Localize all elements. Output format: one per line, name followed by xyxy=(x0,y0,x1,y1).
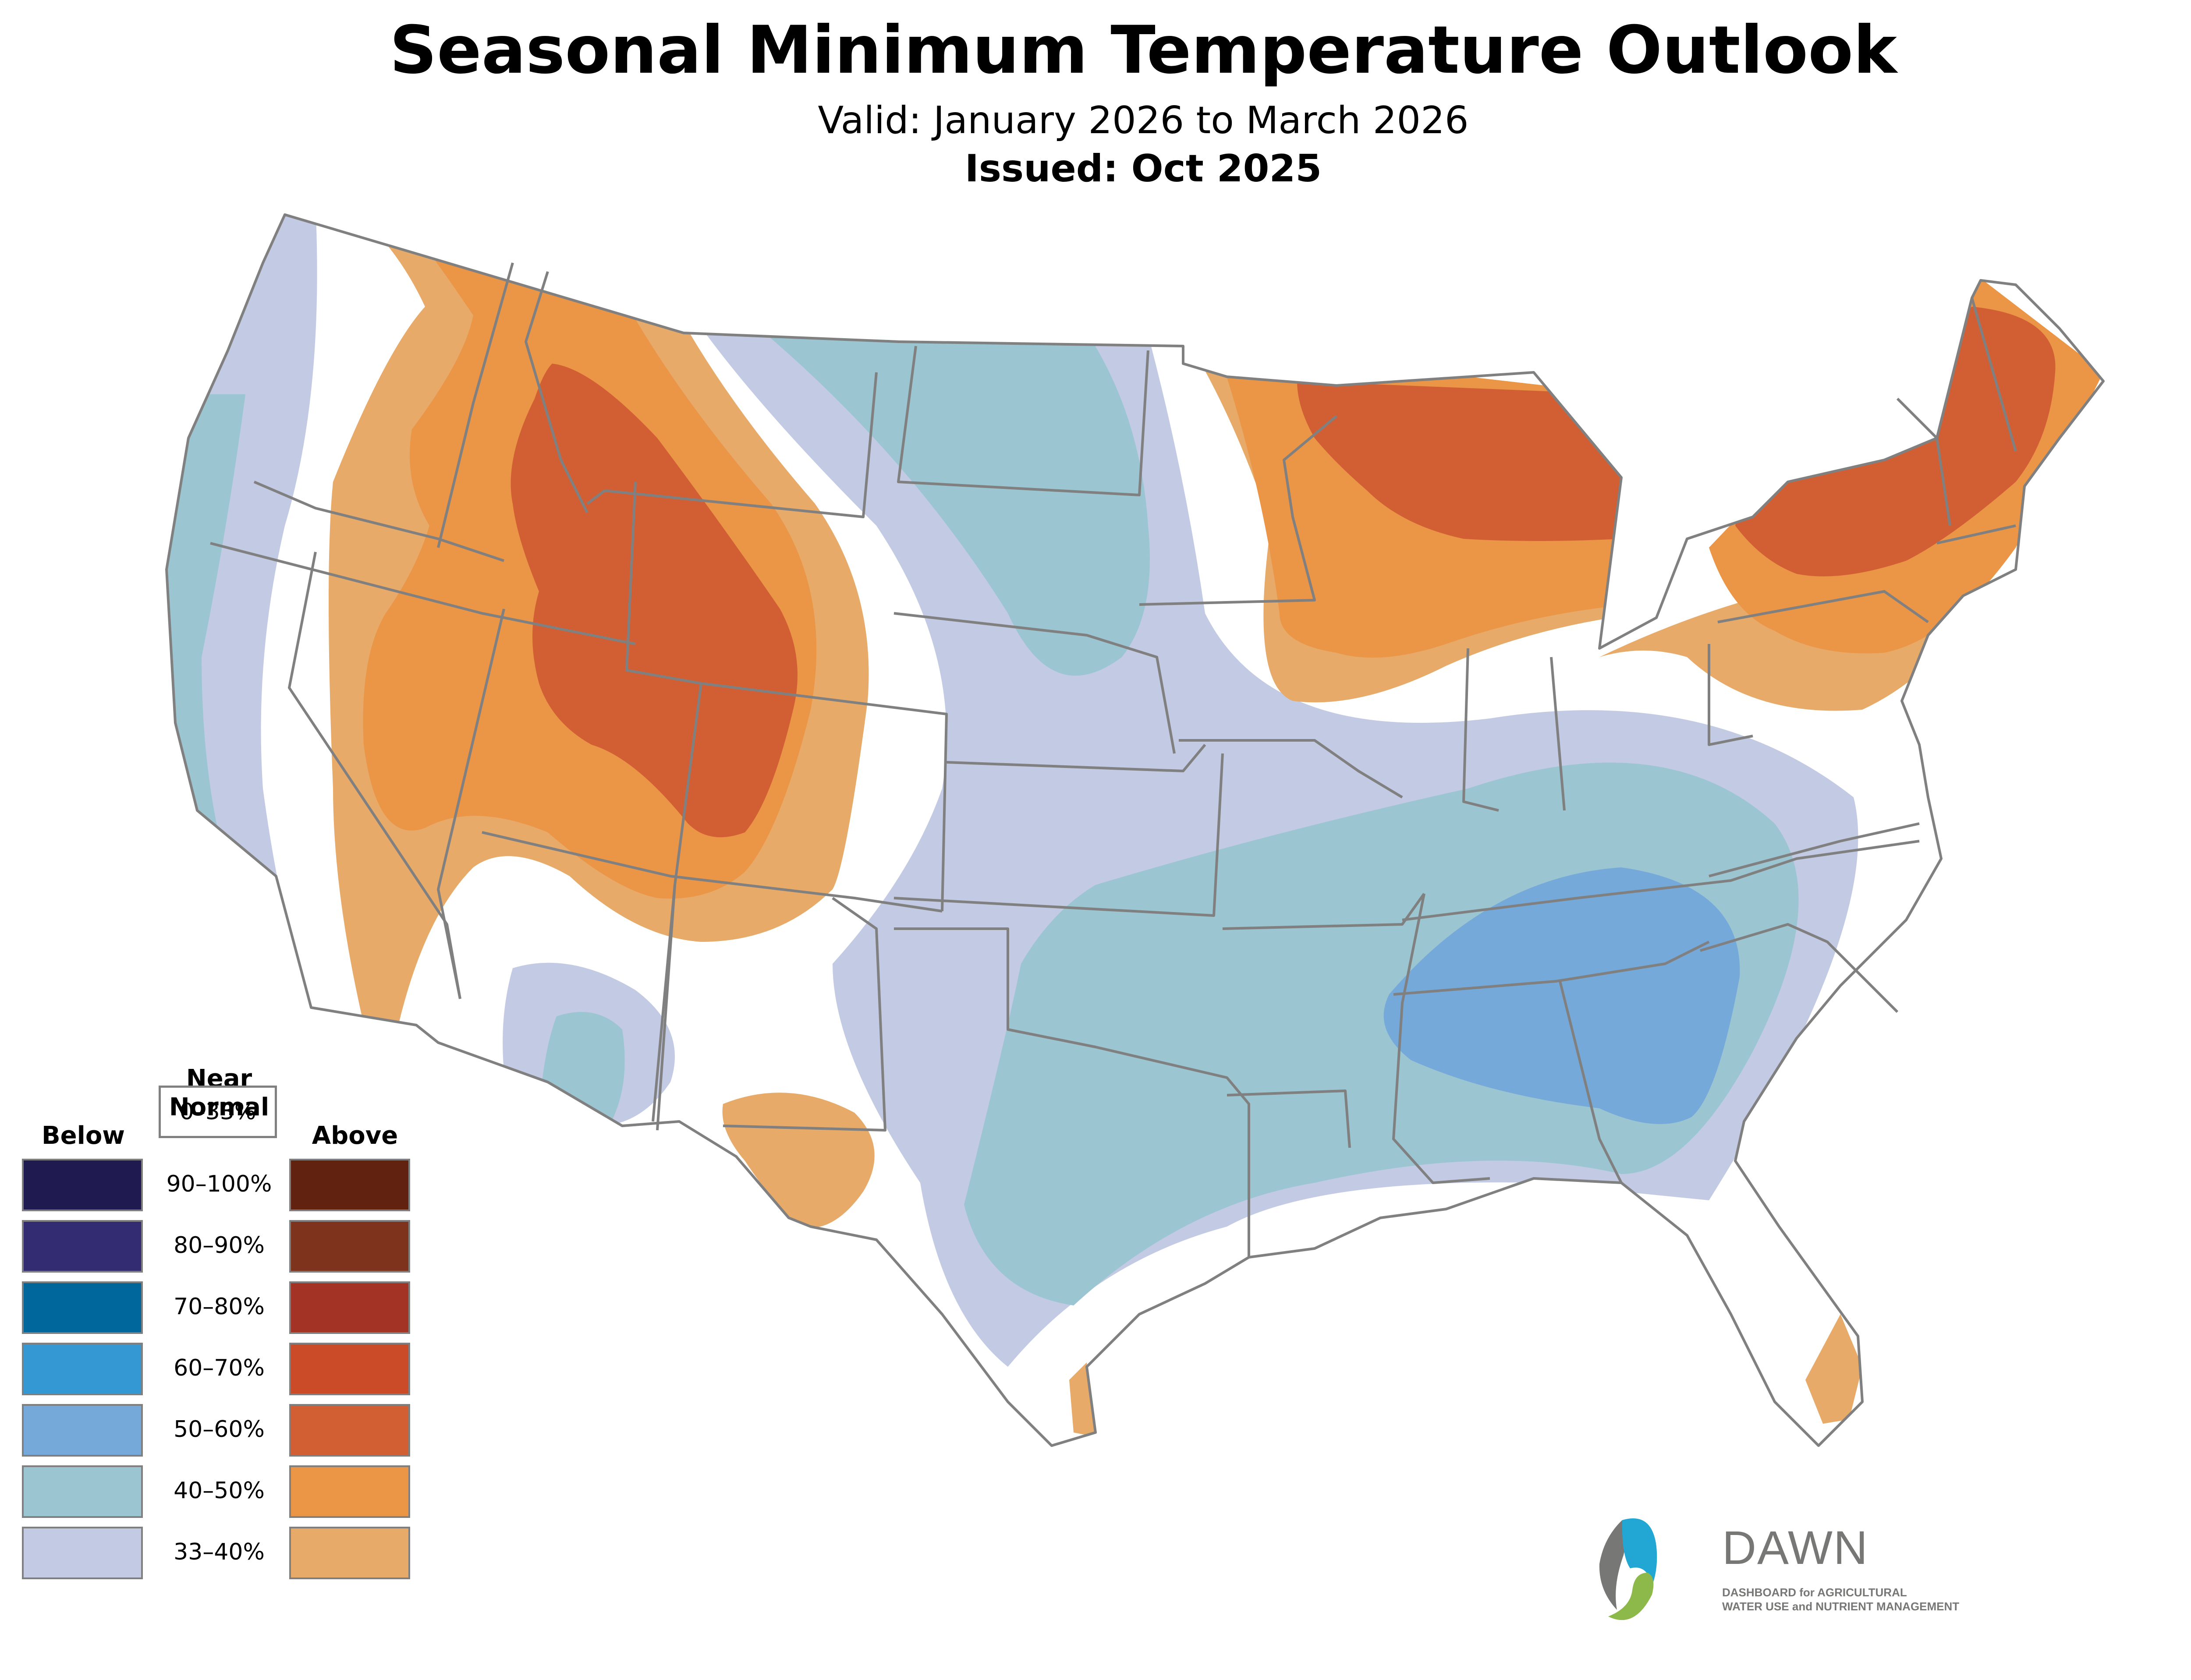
legend-swatch-below xyxy=(22,1465,143,1518)
border-nc-sc-ga xyxy=(1700,923,1899,1013)
rockies-above-50-60 xyxy=(511,364,798,838)
west-texas-above-33-40 xyxy=(722,1093,875,1228)
map-title: Seasonal Minimum Temperature Outlook xyxy=(390,12,1897,88)
legend-near-normal-heading: Near Normal xyxy=(149,1065,289,1121)
issued-date: Issued: Oct 2025 xyxy=(964,147,1322,191)
legend-range-label: 50–60% xyxy=(174,1416,265,1443)
logo-wordmark: DAWN xyxy=(1722,1521,1868,1574)
legend-swatch-above xyxy=(289,1465,410,1518)
legend-swatch-above xyxy=(289,1220,410,1273)
border-4-corners xyxy=(482,831,943,913)
northern-plains-below-40-50 xyxy=(727,302,1150,676)
legend-swatch-above xyxy=(289,1527,410,1579)
border-co-east xyxy=(701,682,948,912)
logo-subtitle-line2: WATER USE and NUTRIENT MANAGEMENT xyxy=(1722,1600,1960,1613)
border-mn-ia-wi xyxy=(1139,415,1337,606)
border-in-oh xyxy=(1550,657,1566,811)
dawn-logo-icon xyxy=(1599,1518,1657,1620)
near-normal-range: 0–33% xyxy=(179,1099,256,1125)
legend-range-label: 90–100% xyxy=(166,1171,272,1197)
legend-swatch-below xyxy=(22,1159,143,1211)
border-tn-south xyxy=(1393,941,1710,996)
border-ne-ks xyxy=(946,744,1206,772)
valid-period: Valid: January 2026 to March 2026 xyxy=(818,99,1469,142)
border-or-ca-nv xyxy=(210,542,636,645)
legend-swatch-below xyxy=(22,1527,143,1579)
border-mt-wy-id xyxy=(586,372,878,518)
legend-swatch-above xyxy=(289,1281,410,1334)
logo-subtitle-line1: DASHBOARD for AGRICULTURAL xyxy=(1722,1586,1907,1599)
border-tn-north xyxy=(1402,840,1920,921)
legend-range-label: 70–80% xyxy=(174,1294,265,1320)
border-sd-ne xyxy=(893,612,1176,754)
legend-range-label: 60–70% xyxy=(174,1355,265,1381)
legend: Near Normal 0–33% Below Above 90–100% 80–… xyxy=(0,1051,438,1665)
border-al-ga xyxy=(1559,981,1623,1184)
border-id-mt xyxy=(525,271,589,513)
border-nd-sd-mn xyxy=(897,346,1149,496)
outlook-shading xyxy=(167,215,2103,1437)
legend-swatch-below xyxy=(22,1343,143,1395)
dawn-logo: DAWN DASHBOARD for AGRICULTURAL WATER US… xyxy=(1591,1489,2064,1621)
title-block: Seasonal Minimum Temperature Outlook Val… xyxy=(0,13,2191,193)
florida-above-33-40 xyxy=(1805,1314,1862,1424)
border-ms-al xyxy=(1392,893,1490,1184)
legend-below-heading: Below xyxy=(41,1121,125,1150)
border-il-in-oh xyxy=(1462,648,1499,812)
legend-swatch-below xyxy=(22,1281,143,1334)
southeast-below-50-60 xyxy=(1383,867,1740,1124)
legend-range-label: 40–50% xyxy=(174,1478,265,1504)
border-az-nm xyxy=(656,884,676,1131)
state-borders xyxy=(165,213,2105,1447)
near-normal-swatch: 0–33% xyxy=(159,1086,277,1138)
legend-swatch-below xyxy=(22,1404,143,1457)
legend-range-label: 80–90% xyxy=(174,1232,265,1259)
border-ia-mo xyxy=(1179,739,1403,799)
border-va-nc xyxy=(1709,822,1920,877)
border-oh-pa xyxy=(1708,644,1753,746)
border-vt-nh xyxy=(1896,397,1951,526)
border-ar-la xyxy=(1227,1089,1351,1148)
border-ma-south xyxy=(1936,524,2016,545)
border-ny-pa xyxy=(1717,590,1929,623)
logo-leaf xyxy=(1608,1573,1654,1620)
legend-swatch-above xyxy=(289,1159,410,1211)
border-ks-ok xyxy=(893,753,1224,917)
us-outline xyxy=(165,213,2105,1447)
legend-swatch-above xyxy=(289,1404,410,1457)
upper-midwest-above-50-60 xyxy=(1297,381,1621,541)
border-nh-me xyxy=(1971,297,2017,452)
border-id-west xyxy=(437,262,514,548)
border-nv-ut-az xyxy=(437,608,505,999)
logo-water-drop xyxy=(1622,1518,1657,1586)
legend-above-heading: Above xyxy=(312,1121,398,1150)
border-wa-or xyxy=(253,481,504,562)
gulf-coast-above-33-40 xyxy=(1315,1240,1455,1284)
logo-circuit-drop xyxy=(1599,1520,1626,1610)
legend-swatch-below xyxy=(22,1220,143,1273)
legend-range-label: 33–40% xyxy=(174,1539,265,1565)
near-label: Near xyxy=(186,1065,252,1093)
border-nm-tx xyxy=(723,897,886,1132)
normal-label: Normal xyxy=(169,1093,269,1121)
legend-swatch-above xyxy=(289,1343,410,1395)
border-mo-ar xyxy=(1222,893,1425,930)
border-ok-tx xyxy=(894,927,1250,1257)
